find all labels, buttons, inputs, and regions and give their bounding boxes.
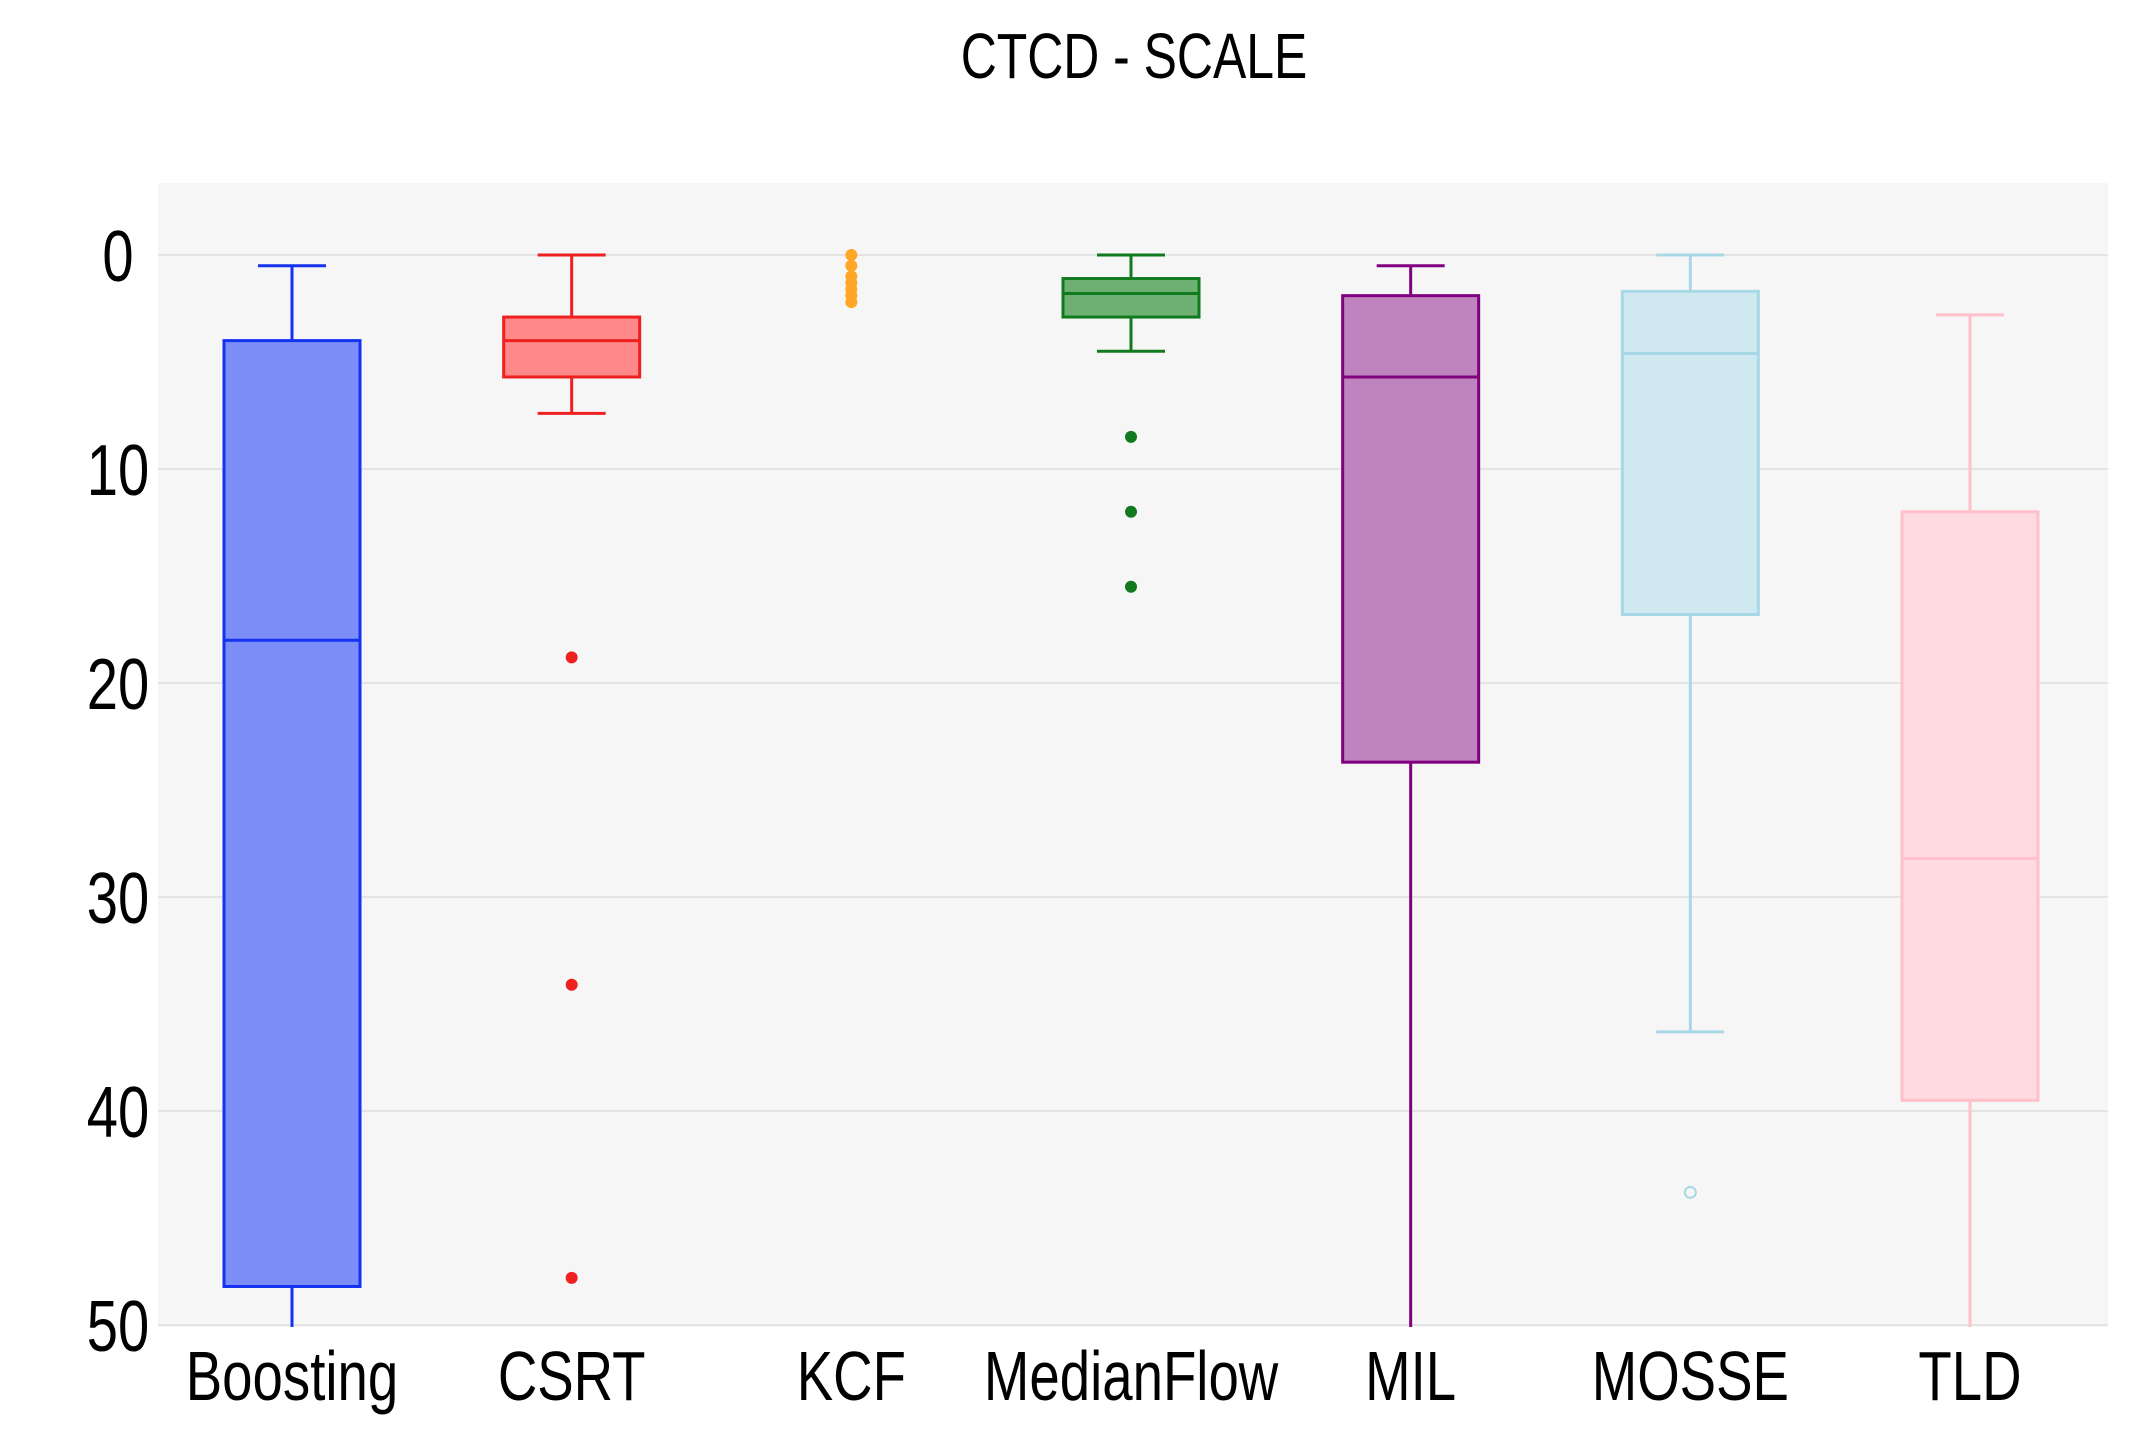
box-series bbox=[222, 249, 2040, 1327]
box-iqr bbox=[1341, 294, 1481, 764]
y-tick-label: 40 bbox=[87, 1072, 149, 1152]
box-csrt bbox=[502, 253, 642, 1284]
x-tick-label: MedianFlow bbox=[984, 1338, 1279, 1416]
y-axis-ticks: 0 10 20 30 40 50 bbox=[87, 216, 149, 1366]
box-iqr bbox=[222, 339, 362, 1288]
box-iqr bbox=[1061, 277, 1201, 319]
y-tick-label: 50 bbox=[87, 1286, 149, 1366]
x-tick-label: CSRT bbox=[498, 1338, 646, 1416]
outlier-point bbox=[845, 296, 858, 309]
box-tld bbox=[1900, 313, 2040, 1327]
x-tick-label: Boosting bbox=[186, 1338, 398, 1416]
box-iqr bbox=[1900, 510, 2040, 1102]
outlier-point bbox=[565, 651, 578, 664]
outlier-point bbox=[1125, 580, 1137, 593]
y-tick-label: 0 bbox=[102, 216, 133, 296]
box-boosting bbox=[222, 264, 362, 1327]
box-mil bbox=[1341, 264, 1481, 1327]
x-tick-label: MOSSE bbox=[1592, 1338, 1789, 1416]
box-iqr bbox=[502, 315, 642, 379]
x-axis-labels: Boosting CSRT KCF MedianFlow MIL MOSSE TLD bbox=[186, 1338, 2022, 1416]
x-tick-label: MIL bbox=[1365, 1338, 1456, 1416]
chart-title: CTCD - SCALE bbox=[961, 21, 1308, 92]
box-iqr bbox=[1620, 289, 1760, 617]
outlier-point bbox=[845, 249, 858, 261]
y-tick-label: 10 bbox=[87, 430, 149, 510]
y-tick-label: 20 bbox=[87, 644, 149, 724]
outlier-point bbox=[845, 259, 858, 272]
gridlines bbox=[158, 254, 2108, 1326]
outlier-point bbox=[1125, 430, 1137, 443]
box-mosse bbox=[1620, 253, 1760, 1199]
box-kcf bbox=[845, 249, 858, 309]
x-tick-label: TLD bbox=[1918, 1338, 2021, 1416]
outlier-point bbox=[565, 978, 578, 991]
x-tick-label: KCF bbox=[797, 1338, 906, 1416]
outlier-point bbox=[1683, 1185, 1697, 1199]
outlier-point bbox=[1125, 505, 1137, 518]
y-tick-label: 30 bbox=[87, 858, 149, 938]
box-medianflow bbox=[1061, 253, 1201, 593]
outlier-point bbox=[565, 1271, 578, 1284]
plot-area bbox=[158, 183, 2108, 1327]
